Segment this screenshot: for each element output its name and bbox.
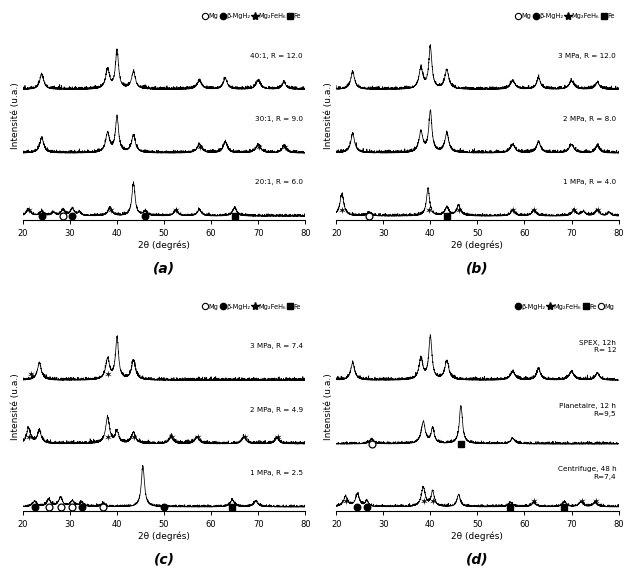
Text: 3 MPa, R = 12.0: 3 MPa, R = 12.0 (558, 52, 616, 59)
Y-axis label: Intensité (u.a.): Intensité (u.a.) (324, 373, 333, 439)
Text: (b): (b) (466, 262, 489, 275)
Text: 30:1, R = 9.0: 30:1, R = 9.0 (255, 116, 303, 122)
X-axis label: 2θ (degrés): 2θ (degrés) (451, 241, 504, 250)
Text: 3 MPa, R = 7.4: 3 MPa, R = 7.4 (250, 343, 303, 350)
Text: ✶: ✶ (424, 206, 432, 215)
Text: ✶: ✶ (167, 433, 175, 444)
Text: ✶: ✶ (24, 433, 33, 444)
Text: 2 MPa, R = 4.9: 2 MPa, R = 4.9 (250, 407, 303, 413)
Text: ✶: ✶ (104, 433, 112, 444)
Text: ✶: ✶ (593, 206, 602, 215)
Text: (d): (d) (466, 552, 489, 566)
X-axis label: 2θ (degrés): 2θ (degrés) (138, 532, 190, 541)
Text: ✶: ✶ (195, 143, 204, 153)
Legend: Mg, β-MgH₂, Mg₂FeH₆, Fe: Mg, β-MgH₂, Mg₂FeH₆, Fe (516, 12, 615, 20)
Text: ✶: ✶ (530, 497, 538, 506)
Text: (a): (a) (153, 262, 175, 275)
Text: ✶: ✶ (171, 206, 180, 215)
Text: ✶: ✶ (104, 370, 112, 380)
X-axis label: 2θ (degrés): 2θ (degrés) (138, 241, 190, 250)
Legend: β-MgH₂, Mg₂FeH₆, Fe, Mg: β-MgH₂, Mg₂FeH₆, Fe, Mg (516, 303, 615, 310)
Text: ✶: ✶ (254, 143, 262, 153)
Text: ✶: ✶ (509, 206, 517, 215)
Text: ✶: ✶ (530, 206, 538, 215)
Text: ✶: ✶ (129, 433, 138, 444)
Text: 1 MPa, R = 2.5: 1 MPa, R = 2.5 (250, 470, 303, 476)
Text: Centrifuge, 48 h
R=7,4: Centrifuge, 48 h R=7,4 (558, 466, 616, 480)
Text: ✶: ✶ (454, 206, 463, 215)
X-axis label: 2θ (degrés): 2θ (degrés) (451, 532, 504, 541)
Text: 1 MPa, R = 4.0: 1 MPa, R = 4.0 (563, 179, 616, 185)
Text: ✶: ✶ (341, 497, 350, 506)
Text: ✶: ✶ (429, 497, 437, 506)
Text: 40:1, R = 12.0: 40:1, R = 12.0 (250, 52, 303, 59)
Text: ✶: ✶ (105, 206, 114, 215)
Legend: Mg, β-MgH₂, Mg₂FeH₆, Fe: Mg, β-MgH₂, Mg₂FeH₆, Fe (202, 12, 302, 20)
Text: ✶: ✶ (577, 497, 585, 506)
Text: ✶: ✶ (419, 497, 427, 506)
Legend: Mg, β-MgH₂, Mg₂FeH₆, Fe: Mg, β-MgH₂, Mg₂FeH₆, Fe (202, 303, 302, 310)
Text: Planetaire, 12 h
R=9,5: Planetaire, 12 h R=9,5 (559, 403, 616, 417)
Text: ✶: ✶ (25, 370, 34, 380)
Text: ✶: ✶ (192, 433, 201, 444)
Text: (c): (c) (154, 552, 175, 566)
Y-axis label: Intensité (u.a.): Intensité (u.a.) (11, 82, 20, 149)
Text: 20:1, R = 6.0: 20:1, R = 6.0 (255, 179, 303, 185)
Text: ✶: ✶ (570, 206, 578, 215)
Text: ✶: ✶ (24, 206, 33, 215)
Text: ✶: ✶ (279, 143, 288, 153)
Text: ✶: ✶ (239, 433, 248, 444)
Text: ✶: ✶ (337, 206, 346, 215)
Text: ✶: ✶ (272, 433, 281, 444)
Text: SPEX, 12h
R= 12: SPEX, 12h R= 12 (579, 340, 616, 353)
Y-axis label: Intensité (u.a.): Intensité (u.a.) (11, 373, 20, 439)
Y-axis label: Intensité (u.a.): Intensité (u.a.) (324, 82, 333, 149)
Text: ✶: ✶ (591, 497, 599, 506)
Text: 2 MPa, R = 8.0: 2 MPa, R = 8.0 (563, 116, 616, 122)
